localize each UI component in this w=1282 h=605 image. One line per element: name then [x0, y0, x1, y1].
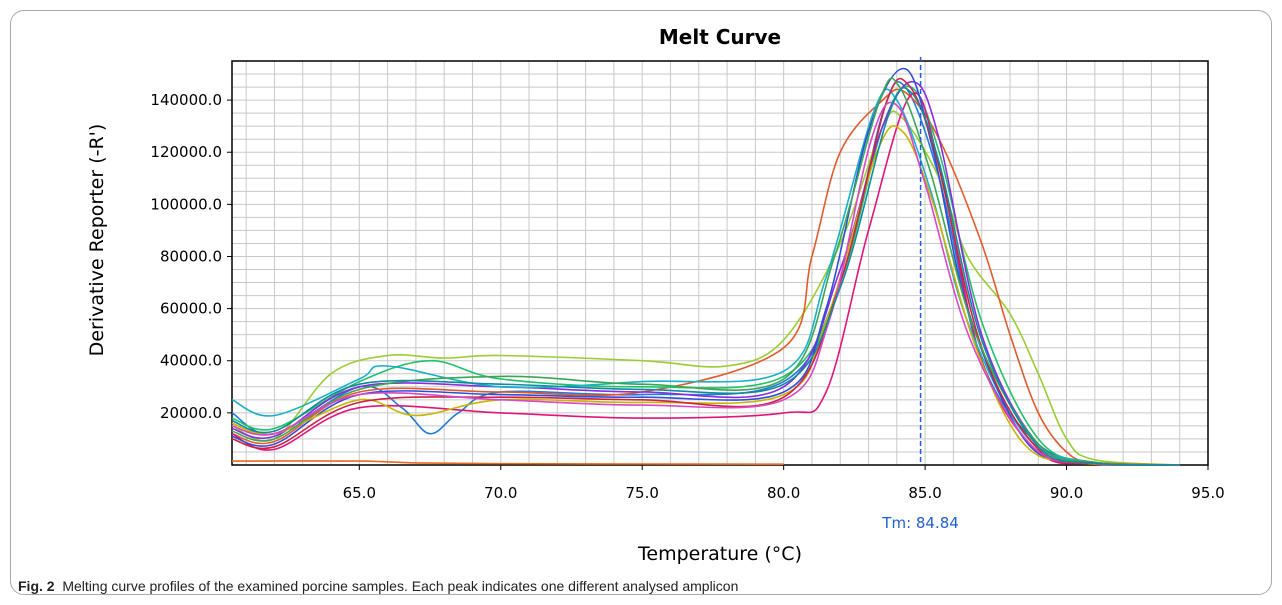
y-tick-label: 20000.0: [160, 404, 222, 422]
x-tick-labels: 65.0 70.0 75.0 80.0 85.0 90.0 95.0: [343, 465, 1225, 502]
melt-series-group: [231, 67, 1180, 467]
x-tick-label: 90.0: [1050, 484, 1083, 502]
melt-series-line: [231, 85, 1180, 466]
melt-series-line: [231, 67, 1180, 466]
y-tick-label: 140000.0: [150, 91, 222, 109]
x-tick-label: 70.0: [484, 484, 517, 502]
melt-series-line: [231, 88, 1180, 466]
figure-caption: Fig. 2 Melting curve profiles of the exa…: [18, 578, 738, 594]
plot-area: [231, 60, 1209, 466]
melt-series-line: [231, 460, 784, 465]
y-tick-label: 120000.0: [150, 143, 222, 161]
plot-grid: [232, 61, 1209, 465]
y-tick-label: 60000.0: [160, 300, 222, 318]
figure-frame: [10, 10, 1272, 595]
melt-series-line: [231, 77, 1180, 467]
y-tick-label: 80000.0: [160, 247, 222, 265]
caption-label: Fig. 2: [18, 578, 55, 594]
x-tick-label: 75.0: [625, 484, 658, 502]
caption-text: Melting curve profiles of the examined p…: [62, 578, 739, 594]
tm-label: Tm: 84.84: [881, 514, 959, 532]
melt-series-line: [231, 125, 1180, 466]
melt-series-line: [231, 110, 1180, 466]
chart-title: Melt Curve: [659, 25, 781, 49]
x-tick-label: 85.0: [908, 484, 941, 502]
x-tick-label: 80.0: [767, 484, 800, 502]
y-axis-label: Derivative Reporter (-R'): [86, 124, 108, 357]
melt-series-line: [231, 92, 1180, 466]
x-tick-label: 95.0: [1191, 484, 1224, 502]
melt-series-line: [231, 88, 1180, 466]
x-axis-label: Temperature (°C): [637, 543, 802, 565]
y-tick-labels: 20000.0 40000.0 60000.0 80000.0 100000.0 1200…: [150, 91, 232, 422]
y-tick-label: 40000.0: [160, 352, 222, 370]
y-tick-label: 100000.0: [150, 195, 222, 213]
x-tick-label: 65.0: [343, 484, 376, 502]
melt-series-line: [231, 86, 1180, 466]
melt-curve-chart: Melt Curve Tm: 84.84 65.0 70.0 75.0 80.0 85.…: [86, 25, 1225, 565]
melt-series-line: [231, 101, 1180, 467]
tm-marker-group: Tm: 84.84: [881, 57, 959, 532]
